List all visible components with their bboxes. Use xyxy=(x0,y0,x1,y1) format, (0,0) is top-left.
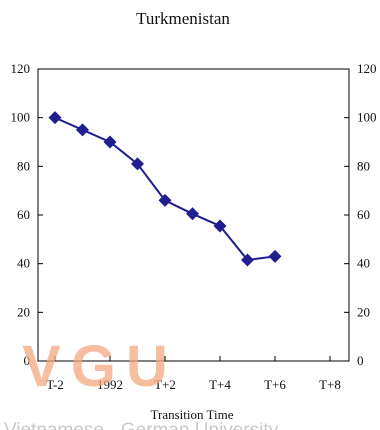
y-axis-left: 0 20 40 60 80 100 120 xyxy=(11,61,43,368)
data-point xyxy=(48,111,62,125)
y-left-tick-label: 80 xyxy=(17,158,30,173)
data-point xyxy=(76,123,89,137)
data-point xyxy=(131,157,144,171)
x-tick-label: 1992 xyxy=(97,377,123,392)
y-right-tick-label: 0 xyxy=(357,353,364,368)
y-left-tick-label: 0 xyxy=(24,353,31,368)
x-tick-label: T+4 xyxy=(209,377,231,392)
y-right-tick-label: 100 xyxy=(357,110,377,125)
data-point xyxy=(158,193,172,207)
series-markers xyxy=(48,111,282,267)
y-left-tick-label: 120 xyxy=(11,61,31,76)
watermark-caption: Vietnamese - German University xyxy=(4,420,279,430)
data-point xyxy=(213,219,227,233)
data-point xyxy=(103,135,117,149)
data-point xyxy=(186,207,199,221)
x-tick-label: T-2 xyxy=(46,377,64,392)
x-axis: T-2 1992 T+2 T+4 T+6 T+8 xyxy=(46,356,341,392)
watermark-logo: VGU xyxy=(22,334,178,399)
y-right-tick-label: 40 xyxy=(357,256,370,271)
data-point xyxy=(241,253,254,267)
y-right-tick-label: 80 xyxy=(357,158,370,173)
x-tick-label: T+6 xyxy=(264,377,286,392)
y-right-tick-label: 20 xyxy=(357,304,370,319)
y-left-tick-label: 20 xyxy=(17,304,30,319)
y-right-tick-label: 60 xyxy=(357,207,370,222)
y-left-tick-label: 100 xyxy=(11,110,31,125)
y-left-tick-label: 60 xyxy=(17,207,30,222)
x-tick-label: T+8 xyxy=(319,377,341,392)
x-tick-label: T+2 xyxy=(154,377,176,392)
x-axis-label: Transition Time xyxy=(151,407,234,422)
y-right-tick-label: 120 xyxy=(357,61,377,76)
chart-title: Turkmenistan xyxy=(136,9,230,28)
series-line xyxy=(54,116,276,262)
y-left-tick-label: 40 xyxy=(17,256,30,271)
y-axis-right: 0 20 40 60 80 100 120 xyxy=(344,61,377,368)
data-point xyxy=(268,249,282,263)
watermark: VGU xyxy=(22,334,178,399)
